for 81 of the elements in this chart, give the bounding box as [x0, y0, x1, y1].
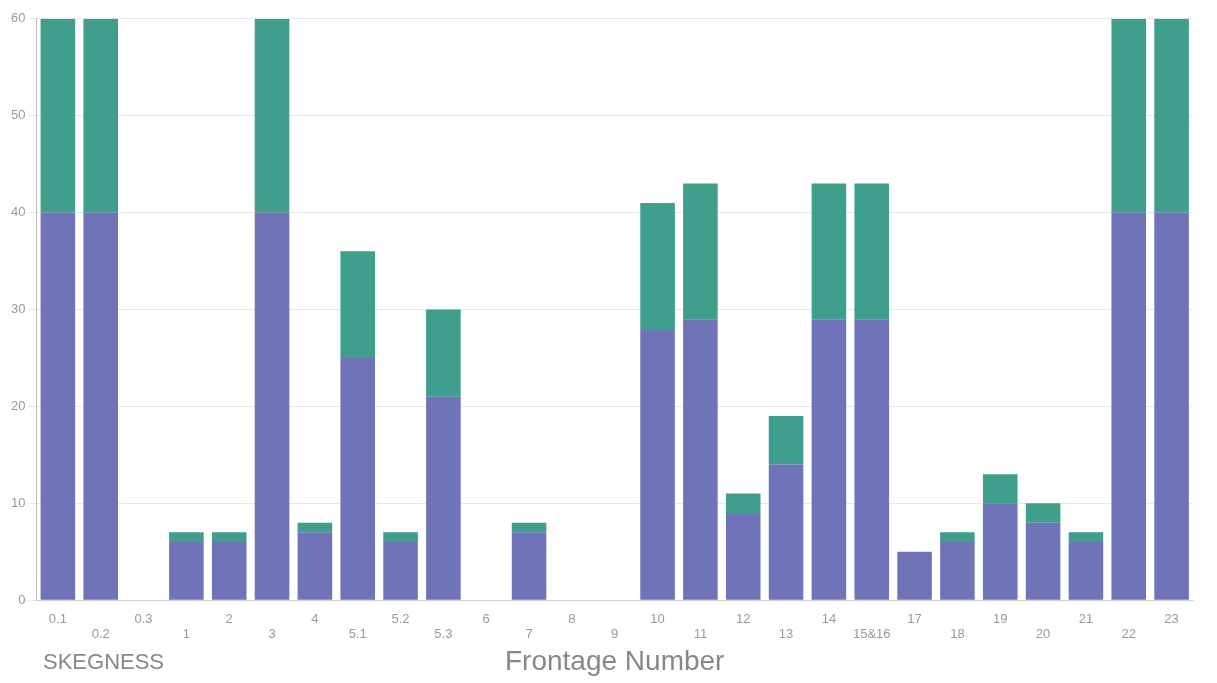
bar	[40, 18, 76, 213]
bar	[169, 542, 204, 600]
x-tick-label: 4	[311, 610, 319, 626]
x-tick-label: 0.1	[48, 610, 67, 626]
y-tick-label: 30	[10, 301, 26, 317]
bar	[640, 202, 675, 329]
bar	[683, 183, 718, 320]
bar	[811, 183, 847, 320]
x-tick-label: 8	[568, 610, 576, 626]
bar	[1111, 18, 1147, 213]
x-tick-label: 5.3	[434, 626, 453, 642]
bar	[940, 532, 975, 543]
bar	[640, 328, 675, 600]
bar	[511, 532, 547, 600]
x-tick-label: 14	[821, 610, 837, 626]
bar	[1025, 522, 1061, 600]
x-axis-title: Frontage Number	[505, 644, 725, 676]
bar	[854, 183, 890, 320]
bar	[426, 309, 461, 397]
x-tick-label: 13	[778, 626, 794, 642]
bar	[426, 396, 461, 600]
x-tick-label: 19	[993, 610, 1008, 626]
bar	[811, 319, 847, 600]
bar	[254, 212, 290, 600]
bar	[169, 532, 204, 543]
bar	[1111, 212, 1147, 600]
bar	[683, 319, 718, 600]
bar	[982, 474, 1018, 504]
x-tick-label: 5.1	[348, 626, 367, 642]
x-tick-label: 22	[1121, 626, 1136, 642]
bar	[725, 512, 761, 600]
y-tick-label: 0	[18, 591, 26, 607]
x-tick-label: 23	[1164, 610, 1179, 626]
x-tick-label: 20	[1035, 626, 1051, 642]
x-tick-label: 15&16	[852, 626, 891, 642]
bar	[940, 542, 975, 600]
x-tick-label: 21	[1078, 610, 1094, 626]
y-tick-label: 10	[10, 494, 26, 510]
x-tick-label: 1	[182, 626, 190, 642]
bar	[83, 18, 119, 213]
x-tick-label: 5.2	[391, 610, 410, 626]
x-tick-label: 2	[225, 610, 233, 626]
bar	[297, 532, 333, 600]
x-tick-label: 0.2	[91, 626, 110, 642]
bar	[211, 542, 247, 600]
bar	[1154, 18, 1189, 213]
bar	[768, 464, 804, 600]
bar	[982, 503, 1018, 600]
bar	[83, 212, 119, 600]
bar	[297, 522, 333, 533]
x-tick-label: 10	[650, 610, 665, 626]
bar	[897, 551, 932, 600]
text: SKEGNESS	[43, 649, 165, 675]
x-tick-label: 3	[268, 626, 276, 642]
bar	[511, 522, 547, 533]
bar	[340, 357, 376, 600]
x-tick-label: 0.3	[134, 610, 153, 626]
bar	[211, 532, 247, 543]
x-tick-label: 6	[482, 610, 490, 626]
y-tick-label: 40	[10, 204, 26, 220]
y-tick-label: 50	[10, 107, 26, 123]
bar	[383, 542, 418, 600]
x-tick-label: 12	[736, 610, 751, 626]
x-tick-label: 17	[907, 610, 922, 626]
bar	[340, 251, 376, 358]
bar	[254, 18, 290, 213]
bar	[854, 319, 890, 600]
bar	[1025, 503, 1061, 523]
bar	[1068, 542, 1104, 600]
x-tick-label: 11	[693, 626, 708, 642]
y-tick-label: 60	[10, 10, 26, 26]
bar	[768, 416, 804, 465]
x-tick-label: 9	[611, 626, 619, 642]
bar	[725, 493, 761, 513]
bar	[383, 532, 418, 543]
x-tick-label: 18	[950, 626, 965, 642]
x-tick-label: 7	[525, 626, 533, 642]
y-tick-label: 20	[10, 397, 26, 413]
bar	[1068, 532, 1104, 543]
bar	[1154, 212, 1189, 600]
bar	[40, 212, 76, 600]
